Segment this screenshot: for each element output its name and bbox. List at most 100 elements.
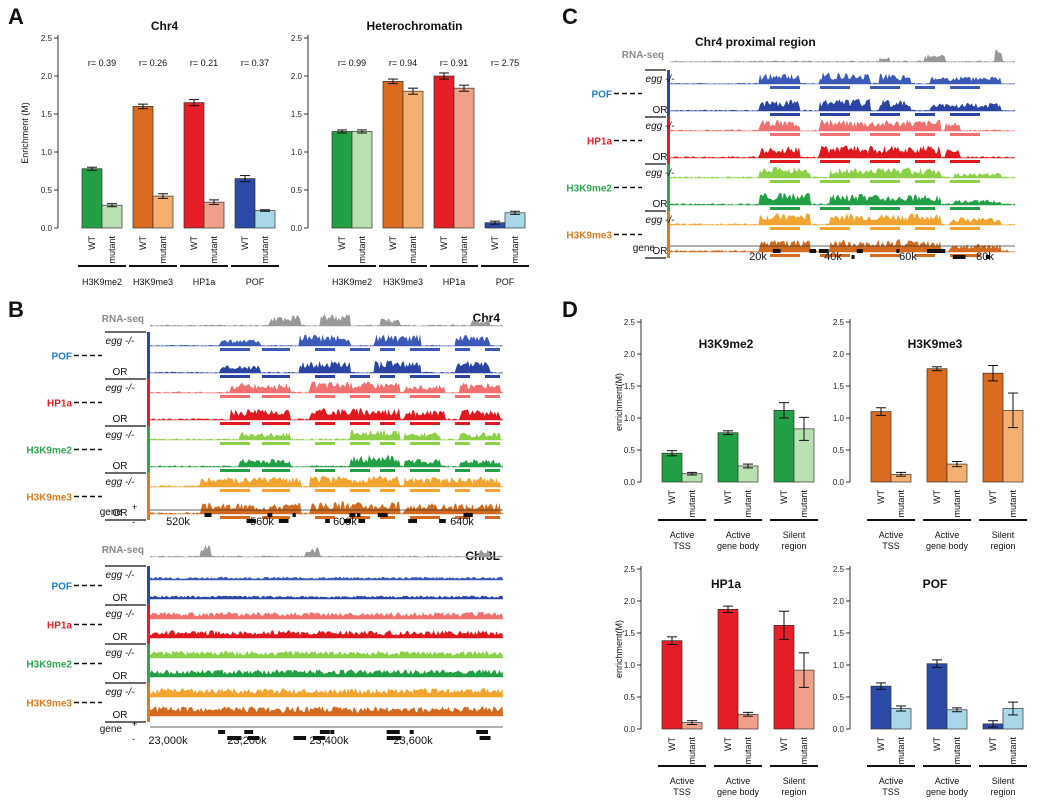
bar-wt <box>926 663 948 730</box>
enriched-block <box>410 348 440 351</box>
enriched-block <box>915 113 935 116</box>
category-label: POF <box>246 277 265 287</box>
enriched-block <box>870 207 900 210</box>
bar-wt <box>331 131 353 229</box>
enriched-block <box>870 227 900 230</box>
track-group-label: POF <box>591 90 612 101</box>
bar-label-wt: WT <box>87 236 97 250</box>
category-label-line1: Silent <box>783 530 806 540</box>
bar-charts: Chr4 0.0 0.5 1.0 1.5 2.0 2.5 Enrichment (M) WT mu… <box>20 19 1027 797</box>
gene-model <box>358 519 366 523</box>
panel-label-a: A <box>8 4 24 29</box>
y-tick-label: 0.5 <box>624 693 636 702</box>
r-value: r= 0.91 <box>440 58 468 68</box>
enriched-block <box>380 375 395 378</box>
bar-label-wt: WT <box>779 490 789 504</box>
enriched-block <box>262 469 290 472</box>
y-tick-label: 0.0 <box>624 725 636 734</box>
gene-model <box>809 249 817 253</box>
bar-chart-d-h3k9me2: H3K9me2 0.0 0.5 1.0 1.5 2.0 2.5 enrichment(M) WT… <box>614 318 818 551</box>
enriched-block <box>870 160 900 163</box>
row-label-or: OR <box>113 508 128 519</box>
y-tick-label: 0.0 <box>833 478 845 487</box>
signal-track <box>670 72 1015 84</box>
category-label-line2: gene body <box>926 541 969 551</box>
bar-label-mutant: mutant <box>687 737 697 765</box>
enriched-block <box>410 395 440 398</box>
coordinate-label: 23,600k <box>393 735 433 747</box>
enriched-block <box>315 375 335 378</box>
row-label-egg: egg -/- <box>646 168 676 179</box>
category-label-line1: Silent <box>992 530 1015 540</box>
gene-model <box>392 736 402 740</box>
category-label: Active gene body <box>717 776 760 797</box>
bar-label-wt: WT <box>932 737 942 751</box>
enriched-block <box>915 160 935 163</box>
y-tick-label: 2.0 <box>833 350 845 359</box>
group-stripe <box>667 164 670 211</box>
bar-label-mutant: mutant <box>510 236 520 264</box>
category-label-line2: TSS <box>673 787 691 797</box>
category-label-line1: Active <box>935 530 960 540</box>
row-label-or: OR <box>113 710 128 721</box>
coordinate-label: 23,200k <box>227 735 267 747</box>
enriched-block <box>950 227 980 230</box>
coordinate-label: 23,000k <box>148 735 188 747</box>
enriched-block <box>350 348 370 351</box>
signal-track <box>670 119 1015 131</box>
category-label-line2: gene body <box>717 541 760 551</box>
y-tick-label: 1.5 <box>41 110 53 119</box>
gene-model <box>409 730 414 734</box>
bar-wt <box>773 624 795 730</box>
bar-wt <box>81 168 103 229</box>
enriched-block <box>455 469 470 472</box>
y-tick-label: 0.5 <box>833 693 845 702</box>
group-stripe <box>667 70 670 117</box>
track-group-label: H3K9me3 <box>566 231 612 242</box>
category-label-line1: Silent <box>992 776 1015 786</box>
enriched-block <box>870 133 900 136</box>
bar-wt <box>234 178 256 229</box>
category-label: Active TSS <box>879 530 904 551</box>
signal-track <box>150 501 503 514</box>
gene-model <box>319 730 330 734</box>
enriched-block <box>770 254 800 257</box>
category-label-line1: Active <box>879 530 904 540</box>
y-tick-label: 1.0 <box>833 414 845 423</box>
enriched-block <box>870 113 900 116</box>
panel-label-d: D <box>562 297 578 322</box>
y-tick-label: 2.5 <box>833 565 845 574</box>
enriched-block <box>870 86 900 89</box>
enriched-block <box>820 160 850 163</box>
category-label: HP1a <box>443 277 466 287</box>
gene-model <box>952 255 966 259</box>
enriched-block <box>315 489 335 492</box>
signal-track <box>150 611 503 619</box>
bar-label-mutant: mutant <box>158 236 168 264</box>
enriched-block <box>820 133 850 136</box>
category-label: H3K9me2 <box>332 277 372 287</box>
category-label: Active gene body <box>926 530 969 551</box>
enriched-block <box>950 133 980 136</box>
enriched-block <box>315 395 335 398</box>
enriched-block <box>950 113 980 116</box>
enriched-block <box>915 227 935 230</box>
enriched-block <box>915 207 935 210</box>
gene-model <box>312 736 326 740</box>
category-label-line2: region <box>990 541 1015 551</box>
track-group-label: POF <box>51 352 72 363</box>
enriched-block <box>380 442 395 445</box>
browser-b-chr4: Chr4 RNA-seq POF egg -/- OR HP1a egg -/- OR H3K9… <box>26 311 503 528</box>
signal-track <box>150 381 503 393</box>
enriched-block <box>350 469 370 472</box>
enriched-block <box>410 442 440 445</box>
track-group-label: H3K9me3 <box>26 699 72 710</box>
gene-model <box>344 519 352 523</box>
gene-model <box>330 730 335 734</box>
bar-label-mutant: mutant <box>952 737 962 765</box>
r-value: r= 2.75 <box>491 58 519 68</box>
enriched-block <box>380 489 395 492</box>
